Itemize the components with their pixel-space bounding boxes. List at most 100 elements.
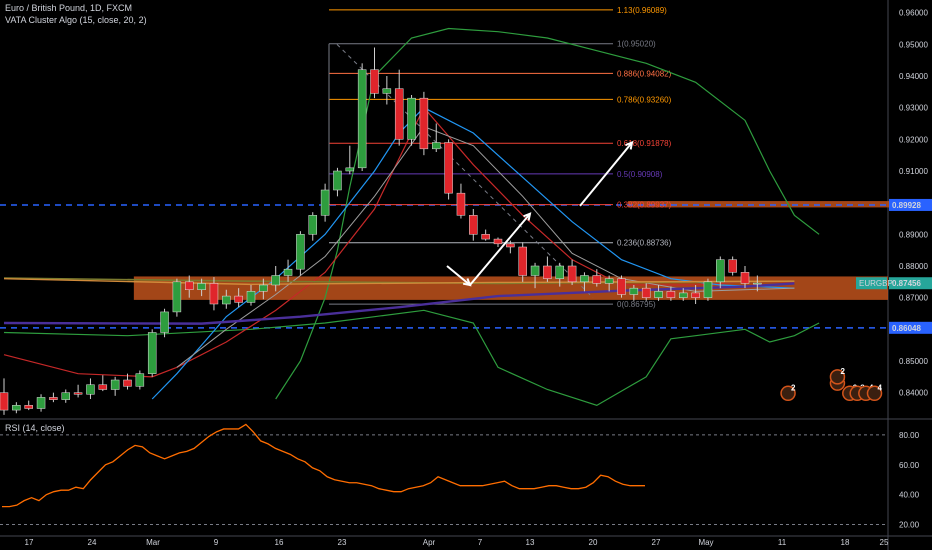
candle-body — [518, 246, 527, 276]
projection-arrow-2[interactable] — [579, 141, 633, 207]
candle-body — [382, 88, 392, 94]
candle-body — [259, 284, 268, 292]
price-tag-current: 0.87456 — [892, 279, 921, 288]
price-tag-current-bg — [889, 277, 932, 290]
time-tick: 23 — [338, 538, 347, 547]
candle-body — [654, 291, 663, 298]
candle-body — [469, 215, 478, 235]
rsi-tick: 80.00 — [899, 431, 920, 440]
candle-body — [345, 167, 355, 172]
candle-body — [308, 215, 317, 235]
price-axis[interactable]: 0.96000 0.95000 0.94000 0.93000 0.92000 0.910… — [856, 9, 932, 398]
candle-body — [123, 379, 132, 387]
price-tick: 0.88000 — [899, 262, 928, 271]
time-tick: 24 — [88, 538, 97, 547]
candle-body — [580, 275, 589, 283]
candle-body — [555, 265, 564, 279]
candle-body — [567, 265, 577, 283]
price-tag-lower-bg — [889, 321, 932, 334]
time-tick: 11 — [778, 538, 787, 547]
candle-body — [98, 384, 108, 390]
candle-body — [419, 97, 429, 150]
candle-body — [296, 234, 305, 270]
candle-body — [753, 282, 762, 285]
candle-body — [357, 69, 367, 169]
fibonacci-retracement[interactable]: 1.13(0.96089) 1(0.95020) 0.886(0.94082) 0.7… — [328, 6, 672, 309]
candle-body — [73, 392, 83, 395]
arrow-head-3 — [625, 140, 634, 150]
candle-body — [716, 259, 725, 283]
candle-body — [617, 278, 626, 295]
fib-label-0.618: 0.618(0.91878) — [617, 139, 672, 148]
band-orange-ma — [3, 277, 795, 286]
price-tag-upper-bg — [889, 198, 932, 211]
candle-body — [49, 397, 58, 400]
fib-label-0.5: 0.5(0.90908) — [617, 170, 663, 179]
candle-body — [394, 88, 404, 140]
candle-body — [86, 384, 95, 395]
candle-body — [222, 295, 231, 305]
time-tick: 9 — [214, 538, 219, 547]
candle-body — [493, 238, 503, 245]
candle-body — [12, 405, 21, 411]
time-tick: 16 — [275, 538, 284, 547]
time-tick: 13 — [526, 538, 535, 547]
arrow-head-1 — [462, 278, 472, 287]
symbol-title[interactable]: Euro / British Pound, 1D, FXCM — [5, 3, 133, 13]
event-badge-icon[interactable] — [829, 369, 846, 385]
candle-body — [135, 373, 145, 387]
drawings[interactable] — [446, 140, 634, 287]
candle-body — [209, 283, 219, 305]
candle-body — [604, 278, 614, 284]
price-tick: 0.89000 — [899, 230, 928, 239]
event-badge-icon[interactable] — [780, 385, 796, 402]
time-axis[interactable]: 17 24 Mar 9 16 23 Apr 7 13 20 27 May 11 18 25 — [25, 538, 889, 547]
candle-body — [629, 287, 639, 295]
price-tick: 0.95000 — [899, 40, 928, 49]
candle-body — [432, 142, 441, 150]
candle-body — [61, 392, 70, 400]
price-tick: 0.96000 — [899, 9, 928, 18]
symbol-tag-bg — [856, 277, 887, 290]
price-tick: 0.84000 — [899, 389, 928, 398]
candle-body — [530, 265, 540, 276]
arrow-head-2 — [523, 212, 532, 221]
band-purple — [3, 282, 795, 325]
time-tick: May — [698, 538, 713, 547]
event-badge-count: 2 — [791, 383, 796, 392]
zone-1 — [627, 201, 906, 208]
time-tick: Mar — [146, 538, 160, 547]
candle-body — [320, 189, 330, 216]
candle-body — [703, 281, 713, 298]
event-badges[interactable]: 2222344 — [780, 367, 883, 402]
rsi-tick: 60.00 — [899, 461, 920, 470]
candle-body — [666, 291, 676, 298]
price-tick: 0.93000 — [899, 104, 928, 113]
time-tick: 25 — [880, 538, 889, 547]
time-tick: 17 — [25, 538, 34, 547]
rsi-title[interactable]: RSI (14, close) — [5, 423, 65, 433]
fib-label-0.236: 0.236(0.88736) — [617, 239, 672, 248]
candle-body — [407, 97, 416, 140]
candle-body — [0, 392, 9, 411]
candle-body — [444, 142, 453, 194]
price-tick: 0.92000 — [899, 135, 928, 144]
candle-body — [456, 192, 466, 216]
candle-body — [592, 275, 602, 284]
price-tag-lower: 0.86048 — [892, 324, 921, 333]
candle-body — [283, 268, 293, 276]
fib-label-0.382: 0.382(0.89937) — [617, 201, 672, 210]
rsi-line — [2, 423, 645, 508]
candle-body — [641, 287, 651, 298]
candle-body — [234, 295, 243, 303]
event-badge-icon[interactable] — [866, 385, 883, 402]
candle-body — [679, 292, 688, 298]
candle-body — [110, 379, 120, 390]
candle-body — [172, 281, 182, 313]
indicator-title[interactable]: VATA Cluster Algo (15, close, 20, 2) — [5, 15, 147, 25]
time-tick: 7 — [478, 538, 483, 547]
candle-body — [185, 281, 194, 291]
